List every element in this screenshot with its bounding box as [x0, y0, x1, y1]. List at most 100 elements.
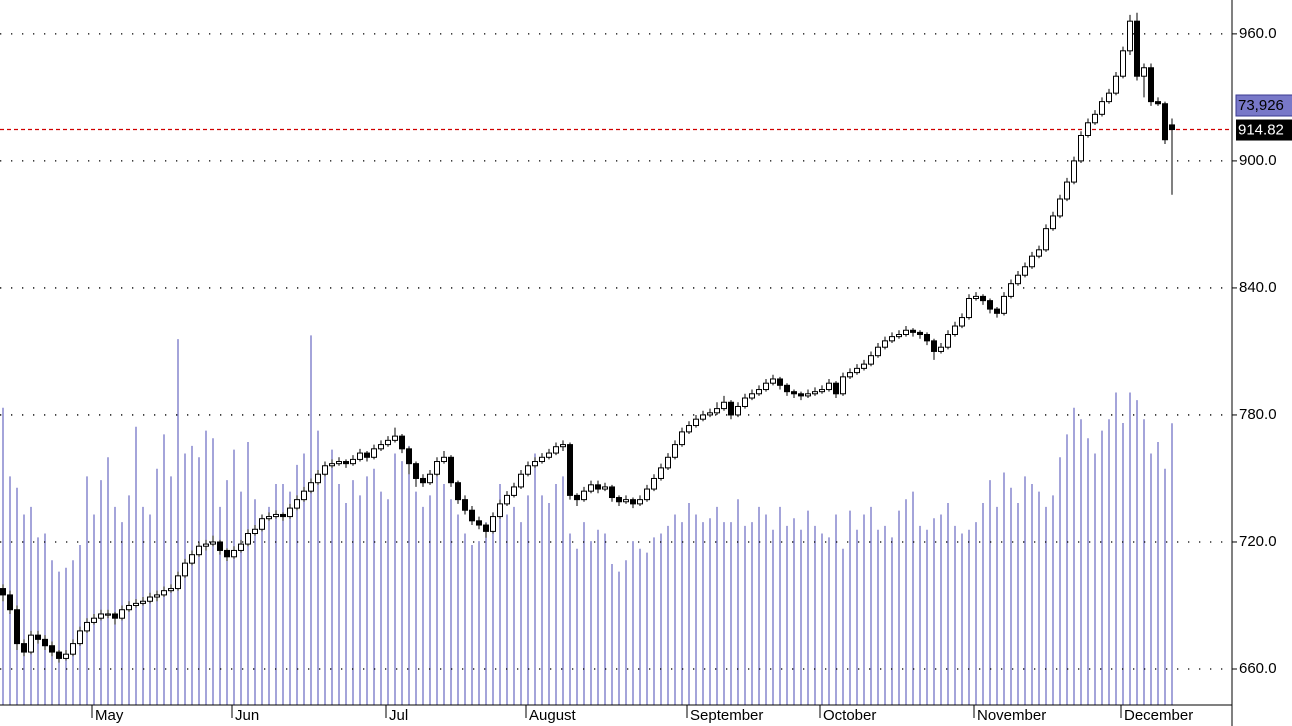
- candle-body: [749, 393, 755, 399]
- candle-body: [707, 412, 713, 416]
- candle-body: [413, 463, 419, 479]
- candle-body: [217, 541, 223, 551]
- candle-body: [133, 602, 139, 606]
- candle-body: [1120, 50, 1126, 77]
- candle-body: [917, 331, 923, 336]
- candle-body: [1043, 228, 1049, 251]
- candle-body: [553, 446, 559, 454]
- candle-body: [693, 418, 699, 427]
- candle-body: [742, 397, 748, 407]
- candle-body: [448, 456, 454, 484]
- candle-body: [532, 461, 538, 467]
- candle-body: [350, 458, 356, 465]
- candle-body: [105, 613, 111, 616]
- candle-body: [539, 456, 545, 463]
- candle-body: [406, 448, 412, 465]
- candle-body: [126, 604, 132, 611]
- candle-body: [861, 363, 867, 369]
- candle-body: [518, 473, 524, 488]
- candle-body: [343, 461, 349, 465]
- candle-body: [574, 494, 580, 501]
- candle-body: [588, 484, 594, 492]
- candle-body: [679, 431, 685, 446]
- x-tick-label: November: [977, 707, 1046, 724]
- candle-body: [497, 503, 503, 518]
- candle-body: [812, 391, 818, 395]
- candle-body: [189, 554, 195, 564]
- candle-body: [756, 389, 762, 395]
- candle-body: [1148, 67, 1154, 103]
- candle-body: [196, 545, 202, 556]
- candle-body: [182, 562, 188, 577]
- candle-body: [980, 295, 986, 302]
- candle-body: [364, 452, 370, 458]
- candle-body: [308, 482, 314, 492]
- candle-body: [665, 456, 671, 469]
- candle-body: [77, 630, 83, 645]
- candle-body: [14, 609, 20, 645]
- candle-body: [315, 473, 321, 484]
- candle-body: [112, 613, 118, 619]
- candle-body: [819, 389, 825, 393]
- candle-body: [140, 600, 146, 604]
- candle-body: [896, 334, 902, 338]
- x-tick-label: Jul: [389, 707, 408, 724]
- candle-body: [259, 518, 265, 530]
- candle-body: [791, 391, 797, 395]
- candle-body: [273, 513, 279, 518]
- candle-body: [1001, 295, 1007, 314]
- candle-body: [945, 334, 951, 348]
- candle-body: [483, 524, 489, 532]
- candle-body: [651, 477, 657, 490]
- candle-body: [1064, 181, 1070, 200]
- candle-body: [28, 634, 34, 653]
- candle-body: [0, 588, 6, 596]
- candle-body: [1162, 103, 1168, 141]
- candle-body: [49, 645, 55, 653]
- candle-body: [714, 408, 720, 414]
- x-tick-label: December: [1124, 707, 1193, 724]
- candle-body: [378, 444, 384, 450]
- y-tick-label: 840.0: [1239, 279, 1277, 296]
- candle-body: [462, 499, 468, 511]
- candle-body: [434, 461, 440, 475]
- candle-body: [1057, 198, 1063, 217]
- candle-body: [56, 651, 62, 659]
- candle-body: [805, 393, 811, 397]
- candle-body: [728, 401, 734, 416]
- candle-body: [98, 613, 104, 619]
- candle-body: [700, 414, 706, 420]
- candle-body: [1008, 283, 1014, 297]
- candle-body: [1085, 122, 1091, 136]
- candle-body: [119, 609, 125, 619]
- candle-body: [735, 405, 741, 416]
- candle-body: [854, 367, 860, 374]
- candle-body: [784, 384, 790, 393]
- candle-body: [560, 444, 566, 448]
- candle-body: [455, 482, 461, 501]
- y-tick-label: 780.0: [1239, 406, 1277, 423]
- candle-body: [357, 452, 363, 460]
- candle-body: [336, 461, 342, 465]
- candle-body: [875, 346, 881, 357]
- candle-body: [175, 575, 181, 590]
- candle-body: [623, 499, 629, 503]
- candle-body: [903, 329, 909, 336]
- candle-body: [294, 499, 300, 509]
- candle-body: [938, 346, 944, 352]
- x-tick-label: Jun: [235, 707, 259, 724]
- candle-body: [329, 463, 335, 467]
- candle-body: [889, 336, 895, 342]
- candle-body: [1134, 20, 1140, 77]
- candle-body: [840, 376, 846, 395]
- candle-body: [546, 452, 552, 458]
- volume-label: 73,926: [1238, 97, 1284, 114]
- candle-body: [427, 473, 433, 484]
- candle-body: [770, 378, 776, 384]
- candle-body: [490, 516, 496, 532]
- y-tick-label: 660.0: [1239, 660, 1277, 677]
- candle-body: [1127, 20, 1133, 52]
- x-tick-label: May: [95, 707, 124, 724]
- candle-body: [1155, 101, 1161, 105]
- candle-body: [147, 596, 153, 602]
